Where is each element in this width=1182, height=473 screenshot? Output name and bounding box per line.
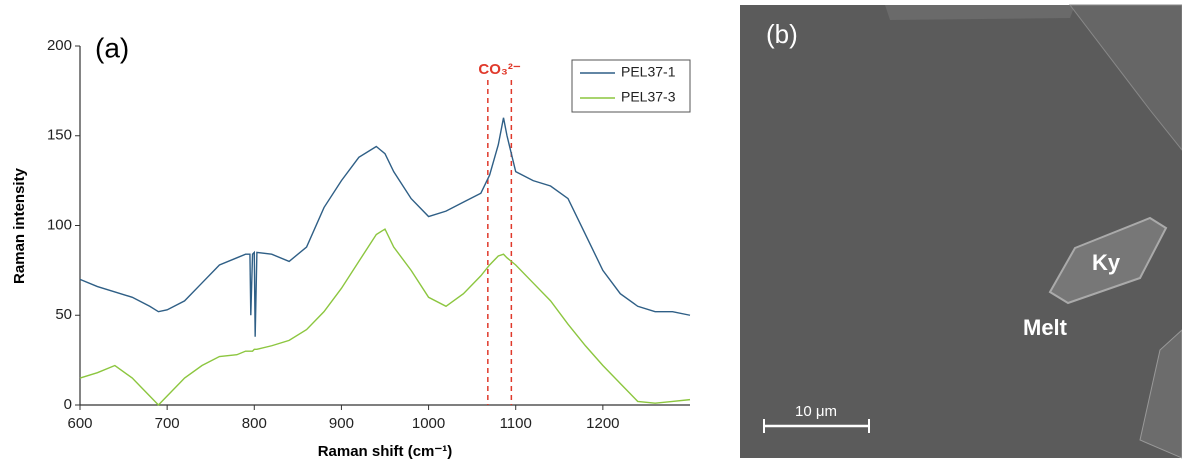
panel-label: (b) bbox=[766, 19, 798, 49]
sem-image: (b) Ky Melt 10 μm bbox=[740, 4, 1182, 459]
kyanite-crystal bbox=[1048, 216, 1168, 305]
legend-label: PEL37-3 bbox=[621, 89, 676, 105]
scale-bar-label: 10 μm bbox=[795, 403, 837, 420]
y-tick-label: 100 bbox=[47, 216, 72, 233]
series-line bbox=[79, 228, 691, 407]
panel-label: (a) bbox=[95, 32, 129, 63]
x-tick-label: 1200 bbox=[586, 415, 619, 432]
x-tick-label: 700 bbox=[155, 415, 180, 432]
image-label: Ky bbox=[1092, 250, 1121, 275]
legend-box bbox=[571, 59, 691, 113]
crystal bbox=[885, 5, 1075, 20]
x-axis-title: Raman shift (cm⁻¹) bbox=[318, 443, 453, 460]
x-tick-label: 1100 bbox=[500, 415, 532, 432]
x-tick-label: 600 bbox=[67, 415, 92, 432]
x-tick-label: 1000 bbox=[412, 415, 445, 432]
x-tick-label: 900 bbox=[329, 415, 354, 432]
y-tick-label: 0 bbox=[64, 396, 72, 413]
image-label: Melt bbox=[1023, 315, 1068, 340]
y-tick-label: 50 bbox=[55, 306, 72, 323]
x-tick-label: 800 bbox=[242, 415, 267, 432]
series-line bbox=[79, 117, 691, 337]
reference-label: CO₃²⁻ bbox=[478, 61, 520, 78]
y-tick-label: 150 bbox=[47, 127, 72, 144]
y-tick-label: 200 bbox=[47, 37, 72, 54]
crystal bbox=[1139, 329, 1182, 459]
legend-label: PEL37-1 bbox=[621, 64, 676, 80]
crystal bbox=[1068, 4, 1182, 151]
image-background bbox=[740, 5, 1182, 458]
y-axis-title: Raman intensity bbox=[11, 167, 28, 284]
